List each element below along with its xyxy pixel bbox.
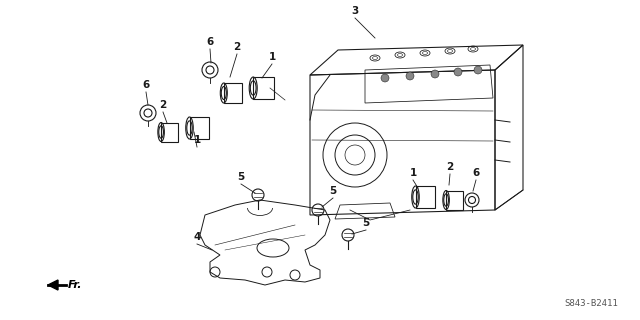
Text: 3: 3: [351, 6, 358, 16]
Text: 6: 6: [472, 168, 479, 178]
Text: 2: 2: [159, 100, 166, 110]
Circle shape: [474, 66, 482, 74]
Text: S843-B2411: S843-B2411: [564, 299, 618, 308]
Text: 6: 6: [206, 37, 214, 47]
Polygon shape: [48, 280, 58, 290]
Text: Fr.: Fr.: [68, 280, 83, 290]
Text: 4: 4: [193, 232, 201, 242]
Circle shape: [381, 74, 389, 82]
Text: 2: 2: [446, 162, 454, 172]
Text: 1: 1: [410, 168, 417, 178]
Text: 2: 2: [234, 42, 241, 52]
Text: 5: 5: [237, 172, 244, 182]
Text: 1: 1: [268, 52, 276, 62]
Circle shape: [406, 72, 414, 80]
Circle shape: [431, 70, 439, 78]
Circle shape: [454, 68, 462, 76]
Text: 6: 6: [142, 80, 150, 90]
Text: 5: 5: [330, 186, 337, 196]
Text: 5: 5: [362, 218, 370, 228]
Text: 1: 1: [193, 135, 200, 145]
